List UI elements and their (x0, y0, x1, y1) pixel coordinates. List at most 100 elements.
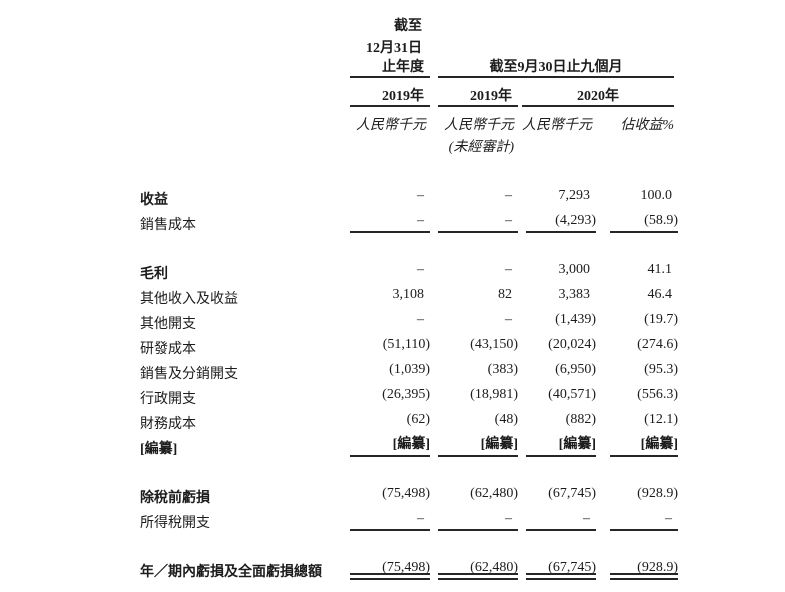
spacer-row (140, 457, 678, 481)
cell-value: 82 (430, 282, 518, 307)
row-label: 銷售及分銷開支 (140, 367, 238, 382)
cell-value: (43,150) (430, 332, 518, 357)
table-row: 毛利 – – 3,000 41.1 (140, 257, 678, 282)
cell-value: – (345, 208, 430, 233)
header-spacer (140, 155, 678, 183)
cell-value-text: (19.7) (644, 312, 678, 327)
cell-value-text: – (350, 506, 430, 531)
cell-value: (1,439) (518, 307, 596, 332)
cell-value-text: (75,498) (350, 555, 430, 580)
fy-period-line-2: 12月31日 (366, 41, 422, 56)
cell-value-text: 41.1 (647, 262, 673, 277)
cell-value-text: (1,039) (389, 362, 430, 377)
unit-rmb-thousand: 人民幣千元 (356, 118, 426, 133)
cell-value: (62) (345, 407, 430, 432)
cell-value: (40,571) (518, 382, 596, 407)
table-row: 其他開支 – – (1,439) (19.7) (140, 307, 678, 332)
cell-value: – (345, 506, 430, 531)
cell-value: – (596, 506, 678, 531)
cell-value-text: 46.4 (647, 287, 673, 302)
cell-value-text: (43,150) (470, 337, 518, 352)
cell-value-text: (556.3) (637, 387, 678, 402)
row-label: 收益 (140, 193, 168, 208)
cell-value-text: 100.0 (640, 188, 673, 203)
cell-value-text: – (610, 506, 678, 531)
cell-value: 41.1 (596, 257, 678, 282)
cell-value-text: [編纂] (610, 432, 678, 457)
table-header: 截至 12月31日 止年度 截至9月30日止九個月 2019年 2019年 20… (140, 12, 678, 183)
cell-value: (19.7) (596, 307, 678, 332)
cell-value-text: 82 (498, 287, 512, 302)
table-row: 研發成本 (51,110) (43,150) (20,024) (274.6) (140, 332, 678, 357)
cell-value-text: (51,110) (382, 337, 430, 352)
cell-value: (20,024) (518, 332, 596, 357)
cell-value-text: (18,981) (470, 387, 518, 402)
table-row: [編纂] [編纂] [編纂] [編纂] [編纂] (140, 432, 678, 457)
cell-value: (4,293) (518, 208, 596, 233)
cell-value: (51,110) (345, 332, 430, 357)
cell-value-text: (882) (565, 412, 596, 427)
cell-value-text: (383) (487, 362, 518, 377)
cell-value: (62,480) (430, 555, 518, 580)
row-label: 年／期內虧損及全面虧損總額 (140, 565, 322, 580)
unaudited-note: (未經審計) (448, 140, 514, 155)
row-label: 財務成本 (140, 417, 196, 432)
cell-value: – (430, 208, 518, 233)
cell-value: 7,293 (518, 183, 596, 208)
cell-value: (48) (430, 407, 518, 432)
cell-value-text: 3,000 (558, 262, 591, 277)
cell-value: (18,981) (430, 382, 518, 407)
table-row: 除稅前虧損 (75,498) (62,480) (67,745) (928.9) (140, 481, 678, 506)
cell-value-text: [編纂] (350, 432, 430, 457)
cell-value: (58.9) (596, 208, 678, 233)
table-row: 行政開支 (26,395) (18,981) (40,571) (556.3) (140, 382, 678, 407)
cell-value-text: – (505, 188, 512, 203)
unit-rmb-thousand: 人民幣千元 (444, 118, 514, 133)
nine-month-period-header: 截至9月30日止九個月 (438, 58, 674, 78)
cell-value: 3,000 (518, 257, 596, 282)
table-row: 年／期內虧損及全面虧損總額 (75,498) (62,480) (67,745) (92… (140, 555, 678, 580)
cell-value-text: (62,480) (438, 555, 518, 580)
cell-value-text: (48) (494, 412, 518, 427)
header-period-row-1: 截至 (140, 12, 678, 34)
cell-value: (928.9) (596, 481, 678, 506)
cell-value: 3,383 (518, 282, 596, 307)
cell-value-text: (26,395) (382, 387, 430, 402)
table-row: 銷售成本 – – (4,293) (58.9) (140, 208, 678, 233)
table-row: 財務成本 (62) (48) (882) (12.1) (140, 407, 678, 432)
table-row: 其他收入及收益 3,108 82 3,383 46.4 (140, 282, 678, 307)
cell-value: (62,480) (430, 481, 518, 506)
cell-value-text: (75,498) (382, 486, 430, 501)
cell-value-text: 3,383 (558, 287, 591, 302)
row-label: [編纂] (140, 442, 178, 457)
cell-value-text: (1,439) (555, 312, 596, 327)
cell-value: (556.3) (596, 382, 678, 407)
row-label: 其他收入及收益 (140, 292, 238, 307)
fy-period-line-1: 截至 (394, 19, 422, 34)
cell-value: (75,498) (345, 555, 430, 580)
table-row: 收益 – – 7,293 100.0 (140, 183, 678, 208)
cell-value-text: (67,745) (526, 555, 596, 580)
cell-value-text: – (438, 506, 518, 531)
cell-value-text: 7,293 (558, 188, 591, 203)
cell-value-text: – (417, 312, 424, 327)
cell-value: 46.4 (596, 282, 678, 307)
cell-value-text: (6,950) (555, 362, 596, 377)
cell-value: – (518, 506, 596, 531)
year-9m2020: 2020年 (522, 87, 674, 107)
cell-value-text: (928.9) (610, 555, 678, 580)
cell-value-text: (67,745) (548, 486, 596, 501)
cell-value-text: (40,571) (548, 387, 596, 402)
table-row: 銷售及分銷開支 (1,039) (383) (6,950) (95.3) (140, 357, 678, 382)
row-label: 其他開支 (140, 317, 196, 332)
table-body: 收益 – –7,293 100.0 銷售成本 – – (4,293) (58.9) 毛利 – –3,0… (140, 183, 678, 580)
cell-value-text: (12.1) (644, 412, 678, 427)
cell-value: (928.9) (596, 555, 678, 580)
cell-value: (12.1) (596, 407, 678, 432)
cell-value: [編纂] (518, 432, 596, 457)
cell-value-text: – (526, 506, 596, 531)
unit-pct-of-revenue: 佔收益% (620, 118, 674, 133)
cell-value-text: – (350, 208, 430, 233)
cell-value: – (345, 307, 430, 332)
cell-value: 3,108 (345, 282, 430, 307)
